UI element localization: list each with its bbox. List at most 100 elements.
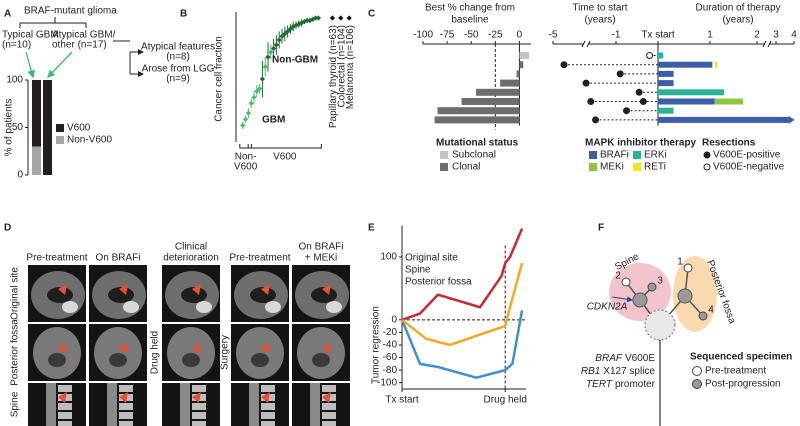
point-label: Melanoma (n=106)	[345, 25, 356, 109]
mri-tissue	[312, 353, 330, 367]
chart-title: (years)	[722, 15, 753, 26]
mri-tissue	[62, 301, 78, 313]
panel-label: A	[4, 9, 11, 20]
bracket	[113, 40, 131, 74]
axis-break	[762, 40, 772, 48]
mri-image	[89, 383, 147, 426]
legend-marker	[703, 163, 711, 171]
point	[240, 122, 246, 128]
legend-label: MEKi	[600, 162, 624, 173]
legend-label: BRAFi	[600, 150, 629, 161]
arrow	[611, 296, 633, 303]
bar	[434, 116, 520, 124]
legend-marker	[692, 366, 702, 376]
group-label: V600	[234, 162, 258, 173]
bar	[500, 79, 520, 87]
subgroup-label: Arose from LGG	[142, 64, 215, 75]
tree-lines	[19, 17, 87, 28]
node-label: 3	[657, 276, 663, 287]
axis-break	[765, 40, 769, 48]
point	[329, 15, 335, 21]
therapy-segment	[658, 98, 715, 105]
change: promoter	[615, 379, 656, 390]
mri-tissue	[192, 412, 206, 419]
point	[282, 31, 288, 37]
legend-label: Clonal	[452, 162, 480, 173]
legend-label: V600E-negative	[713, 162, 785, 173]
bar	[461, 98, 520, 105]
group-label: Non-	[235, 152, 257, 163]
mri-tissue	[251, 353, 269, 367]
lesion-arrow	[119, 343, 128, 354]
change: X127 splice	[603, 366, 655, 377]
arrow	[47, 51, 73, 78]
mri-tissue	[47, 287, 73, 303]
therapy-segment	[658, 89, 725, 96]
point	[259, 76, 265, 82]
legend-swatch	[56, 136, 64, 144]
mri-image	[28, 383, 86, 426]
legend-label: Original site	[405, 253, 458, 264]
point	[299, 20, 305, 26]
therapy-segment	[658, 107, 674, 114]
point	[315, 15, 321, 21]
resection	[635, 88, 643, 96]
point	[254, 88, 260, 94]
row-label: Original site	[10, 267, 21, 320]
legend-label: Posterior fossa	[405, 277, 472, 288]
point	[285, 28, 291, 35]
mri-tissue	[249, 383, 259, 426]
row-label: Spine	[10, 391, 21, 417]
legend-label: V600E-positive	[713, 150, 781, 161]
therapy-segment	[658, 70, 674, 77]
y-tick-label: -20	[383, 327, 398, 338]
mri-tissue	[192, 421, 206, 426]
bar	[437, 107, 520, 115]
point	[287, 26, 293, 32]
x-tick-label: 4	[791, 30, 797, 41]
mri-tissue	[58, 421, 72, 426]
mri-tissue	[109, 353, 127, 367]
lesion-arrow	[192, 284, 201, 295]
column-header: On BRAFi	[95, 253, 140, 264]
legend-marker	[692, 379, 702, 389]
column-header: Pre-treatment	[229, 253, 290, 264]
y-tick-label: 0	[391, 314, 397, 325]
transition-label: Drug held	[150, 331, 161, 374]
lesion-arrow	[119, 284, 128, 295]
legend-title: Mutational status	[436, 138, 519, 149]
tree-root-label: BRAF-mutant glioma	[24, 6, 117, 17]
change: V600E	[625, 353, 655, 364]
point	[245, 110, 251, 116]
therapy-segment	[658, 61, 713, 68]
lesion-arrow	[322, 392, 331, 403]
mri-tissue	[58, 412, 72, 419]
specimen-node	[698, 311, 708, 321]
mri-tissue	[261, 412, 275, 419]
group-bracket	[247, 144, 322, 149]
group-label: (n=10)	[2, 40, 31, 51]
group-label: V600	[273, 152, 297, 163]
x-tick-label: Tx start	[385, 395, 419, 406]
resection	[587, 98, 595, 105]
mri-tissue	[192, 403, 206, 410]
mri-image	[231, 383, 289, 426]
node-label: 2	[615, 271, 621, 282]
mri-tissue	[261, 385, 275, 392]
lesion-arrow	[261, 343, 270, 354]
y-tick-label: -60	[383, 352, 398, 363]
ongoing-arrow	[788, 115, 795, 124]
mri-tissue	[107, 383, 117, 426]
tree-node	[632, 292, 648, 308]
series-line	[401, 228, 524, 322]
y-axis-label: % of patients	[4, 99, 15, 157]
x-tick-label: 2	[754, 30, 760, 41]
tree-edges	[625, 267, 704, 426]
specimen-node	[621, 277, 631, 287]
point	[276, 37, 282, 43]
point	[257, 86, 263, 92]
point	[290, 23, 296, 30]
chart-title: Time to start	[572, 3, 627, 14]
bar	[476, 88, 520, 96]
